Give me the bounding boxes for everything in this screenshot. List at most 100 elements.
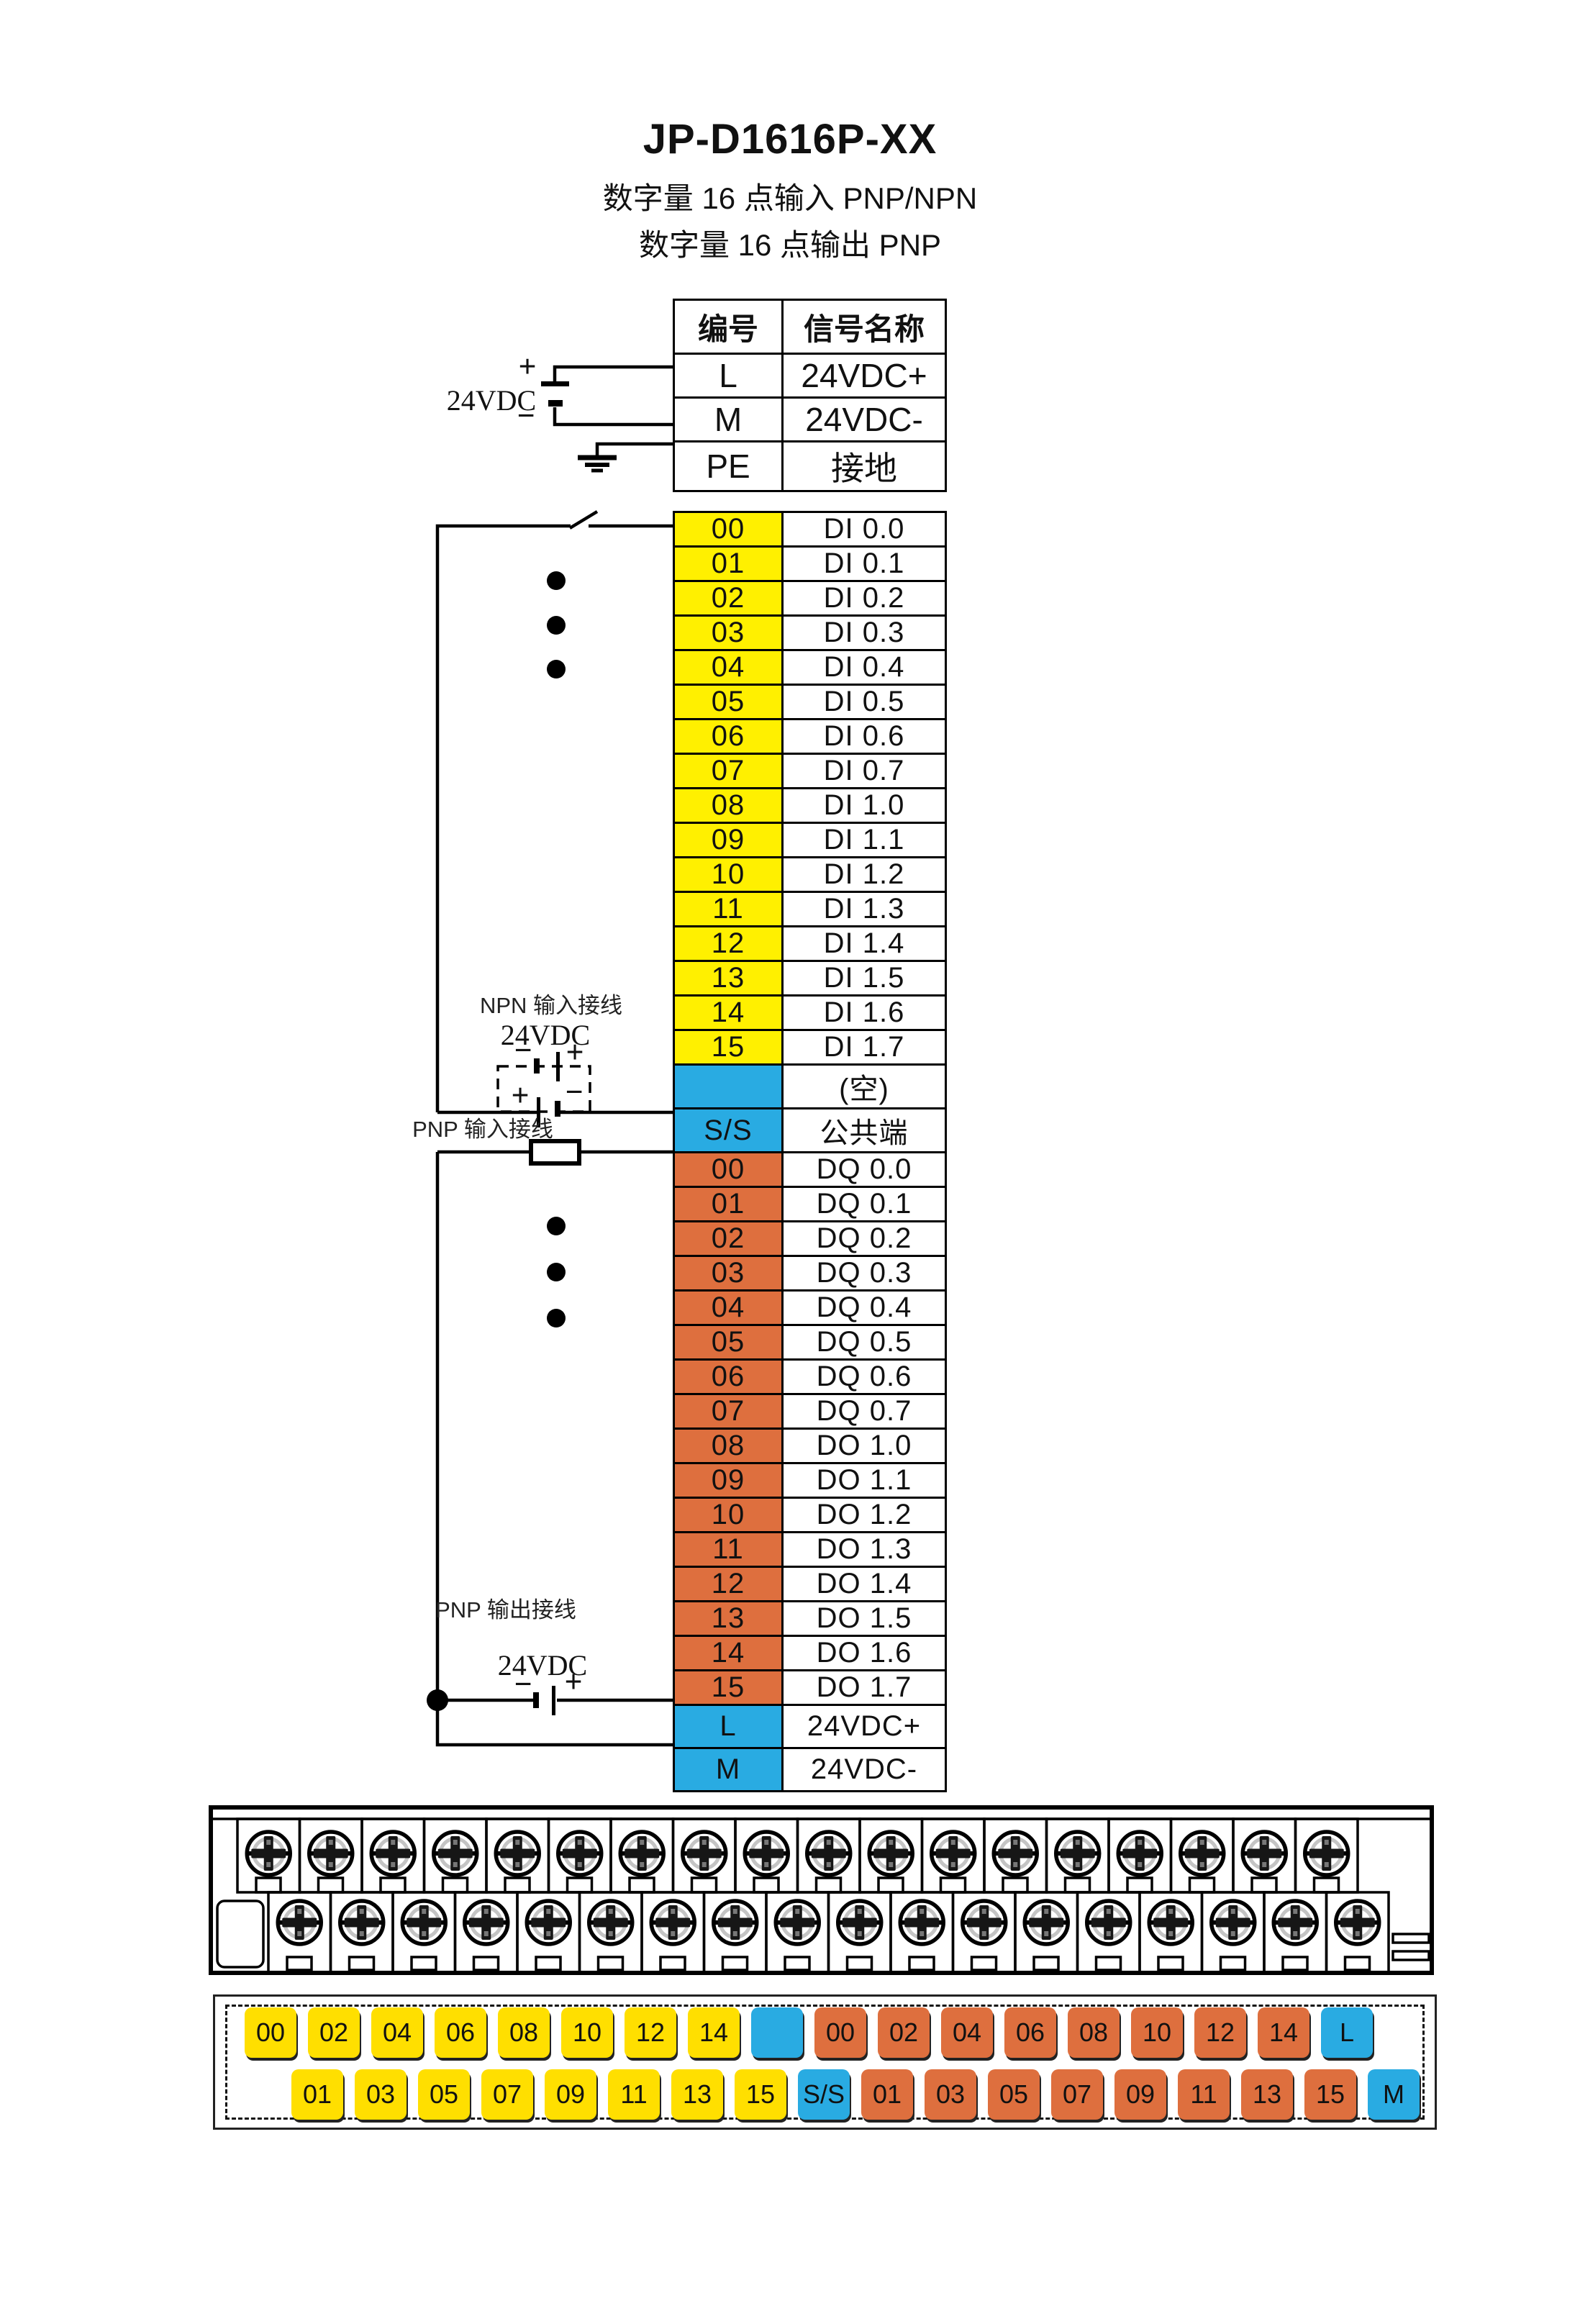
terminal-tab <box>877 1876 904 1894</box>
column-header-signal: 信号名称 <box>781 299 947 355</box>
terminal-cell <box>578 1891 643 1974</box>
screw-icon <box>434 1832 477 1875</box>
terminal-cell <box>1045 1817 1110 1894</box>
screw-icon <box>714 1901 757 1944</box>
terminal-tab <box>753 1876 780 1894</box>
supply-label: 24VDC <box>498 1649 587 1681</box>
signal-name-cell: 24VDC- <box>781 396 947 442</box>
page-title: JP-D1616P-XX <box>643 116 937 163</box>
io-table-row: 12 DI 1.4 <box>673 925 947 962</box>
signal-name-cell: DI 1.7 <box>781 1029 947 1066</box>
io-table-row: 07 DQ 0.7 <box>673 1393 947 1430</box>
ground-icon <box>578 442 673 473</box>
terminal-tab <box>784 1956 811 1971</box>
io-table-row: 13 DO 1.5 <box>673 1600 947 1637</box>
terminal-number-cell: 04 <box>673 649 784 686</box>
terminal-number-cell: 05 <box>673 684 784 720</box>
terminal-chip: 00 <box>245 2007 296 2058</box>
terminal-cell <box>671 1817 737 1894</box>
terminal-tab <box>566 1876 594 1894</box>
terminal-tab <box>845 1956 873 1971</box>
io-table-row: 12 DO 1.4 <box>673 1566 947 1602</box>
power-terminal-table: 编号 信号名称 L 24VDC+ M 24VDC- PE 接地 <box>673 299 947 492</box>
screw-icon <box>994 1832 1037 1875</box>
screw-icon <box>1087 1901 1130 1944</box>
npn-battery-option-box <box>496 1065 591 1113</box>
terminal-tab <box>348 1956 376 1971</box>
minus-sign: − <box>517 398 535 433</box>
screw-icon <box>838 1901 881 1944</box>
terminal-chip: 01 <box>861 2069 913 2120</box>
terminal-number-cell: 03 <box>673 614 784 651</box>
screw-icon <box>496 1832 539 1875</box>
terminal-chip: L <box>1321 2007 1373 2058</box>
terminal-tab <box>628 1876 655 1894</box>
screw-icon <box>1243 1832 1286 1875</box>
terminal-tab <box>1343 1956 1371 1971</box>
terminal-number-cell: 07 <box>673 1393 784 1430</box>
terminal-chip: 12 <box>625 2007 676 2058</box>
ellipsis-dot <box>547 1309 566 1327</box>
terminal-cell <box>702 1891 768 1974</box>
terminal-cell <box>1169 1817 1235 1894</box>
terminal-number-cell: 06 <box>673 718 784 755</box>
screw-icon <box>371 1832 414 1875</box>
terminal-number-cell <box>673 1063 784 1109</box>
screw-icon <box>1212 1901 1255 1944</box>
minus-sign: − <box>514 1666 532 1702</box>
end-cap <box>1391 1933 1430 1944</box>
terminal-chip: 02 <box>878 2007 930 2058</box>
ellipsis-dot <box>547 571 566 590</box>
io-table-row: (空) <box>673 1063 947 1109</box>
signal-name-cell: DI 1.3 <box>781 891 947 927</box>
signal-name-cell: DQ 0.3 <box>781 1255 947 1292</box>
screw-icon <box>1149 1901 1192 1944</box>
plus-sign: + <box>566 1035 584 1070</box>
terminal-chip: 07 <box>1051 2069 1103 2120</box>
terminal-cell <box>236 1817 301 1894</box>
terminal-number-cell: 11 <box>673 1531 784 1568</box>
terminal-number-cell: L <box>673 1704 784 1749</box>
terminal-tab <box>317 1876 345 1894</box>
screw-icon <box>309 1832 353 1875</box>
terminal-chip: 11 <box>1178 2069 1230 2120</box>
ellipsis-dot <box>547 660 566 678</box>
signal-name-cell: 公共端 <box>781 1107 947 1153</box>
terminal-tab <box>286 1956 313 1971</box>
screw-icon <box>1305 1832 1348 1875</box>
plus-sign: + <box>511 1078 529 1113</box>
terminal-cell <box>1138 1891 1204 1974</box>
terminal-chip: 01 <box>291 2069 343 2120</box>
signal-name-cell: DQ 0.7 <box>781 1393 947 1430</box>
terminal-chip: 14 <box>688 2007 740 2058</box>
terminal-number-cell: PE <box>673 440 784 492</box>
terminal-chip: 07 <box>481 2069 533 2120</box>
terminal-number-cell: 09 <box>673 822 784 858</box>
io-table-row: 06 DQ 0.6 <box>673 1358 947 1395</box>
ellipsis-dot <box>547 616 566 635</box>
terminal-tab <box>1188 1876 1216 1894</box>
terminal-cell <box>267 1891 332 1974</box>
terminal-chip: 06 <box>1004 2007 1056 2058</box>
signal-name-cell: DO 1.2 <box>781 1497 947 1533</box>
terminal-chip: S/S <box>798 2069 850 2120</box>
terminal-chip: 13 <box>671 2069 723 2120</box>
terminal-cell <box>360 1817 426 1894</box>
ellipsis-dot <box>547 1263 566 1281</box>
terminal-chip: 05 <box>418 2069 470 2120</box>
terminal-number-cell: M <box>673 1747 784 1792</box>
signal-name-cell: DI 1.2 <box>781 856 947 893</box>
signal-name-cell: DI 0.4 <box>781 649 947 686</box>
screw-icon <box>589 1901 632 1944</box>
power-table-row: PE 接地 <box>673 440 947 492</box>
signal-name-cell: DI 0.2 <box>781 580 947 617</box>
terminal-tab <box>410 1956 437 1971</box>
io-table-row: L 24VDC+ <box>673 1704 947 1749</box>
terminal-cell <box>1232 1817 1297 1894</box>
io-table-row: S/S 公共端 <box>673 1107 947 1153</box>
io-table-row: 02 DQ 0.2 <box>673 1220 947 1257</box>
io-table-row: 08 DO 1.0 <box>673 1427 947 1464</box>
screw-icon <box>807 1832 850 1875</box>
terminal-cell <box>1014 1891 1079 1974</box>
